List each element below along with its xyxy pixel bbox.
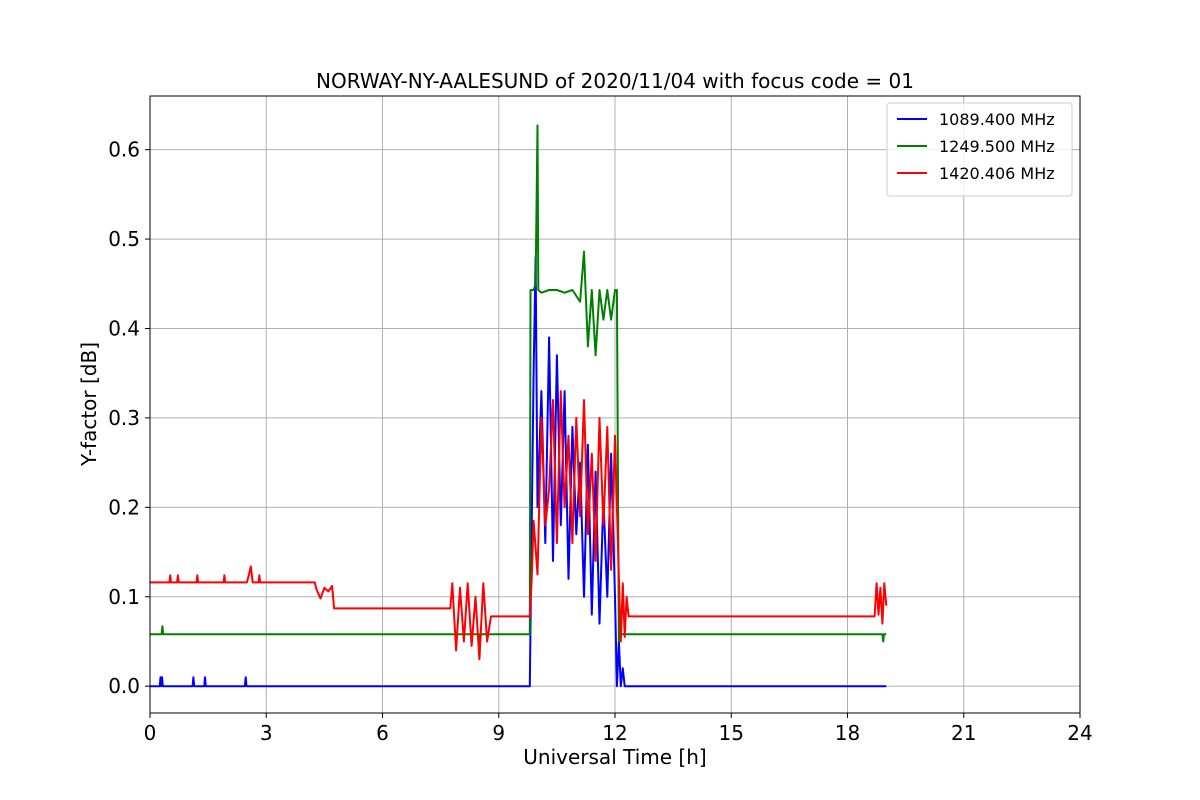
y-tick-label: 0.1 — [108, 585, 140, 609]
chart-title: NORWAY-NY-AALESUND of 2020/11/04 with fo… — [316, 69, 914, 93]
legend-label: 1249.500 MHz — [939, 137, 1055, 156]
x-tick-label: 18 — [835, 721, 860, 745]
x-tick-label: 3 — [260, 721, 273, 745]
y-axis-label: Y-factor [dB] — [77, 342, 101, 467]
y-tick-label: 0.3 — [108, 406, 140, 430]
x-axis-label: Universal Time [h] — [523, 745, 706, 769]
y-tick-label: 0.2 — [108, 495, 140, 519]
x-tick-label: 24 — [1067, 721, 1092, 745]
legend-box — [886, 102, 1073, 197]
y-tick-label: 0.5 — [108, 227, 140, 251]
series-line-3 — [150, 390, 888, 661]
x-tick-label: 15 — [719, 721, 744, 745]
legend-label: 1420.406 MHz — [939, 164, 1055, 183]
x-tick-label: 6 — [376, 721, 389, 745]
x-tick-label: 12 — [602, 721, 627, 745]
x-tick-label: 21 — [951, 721, 976, 745]
x-tick-label: 9 — [492, 721, 505, 745]
y-tick-label: 0.4 — [108, 316, 140, 340]
y-tick-label: 0.0 — [108, 674, 140, 698]
y-tick-label: 0.6 — [108, 138, 140, 162]
legend-label: 1089.400 MHz — [939, 110, 1055, 129]
x-tick-label: 0 — [144, 721, 157, 745]
legend: 1089.400 MHz 1249.500 MHz 1420.406 MHz — [886, 102, 1073, 197]
